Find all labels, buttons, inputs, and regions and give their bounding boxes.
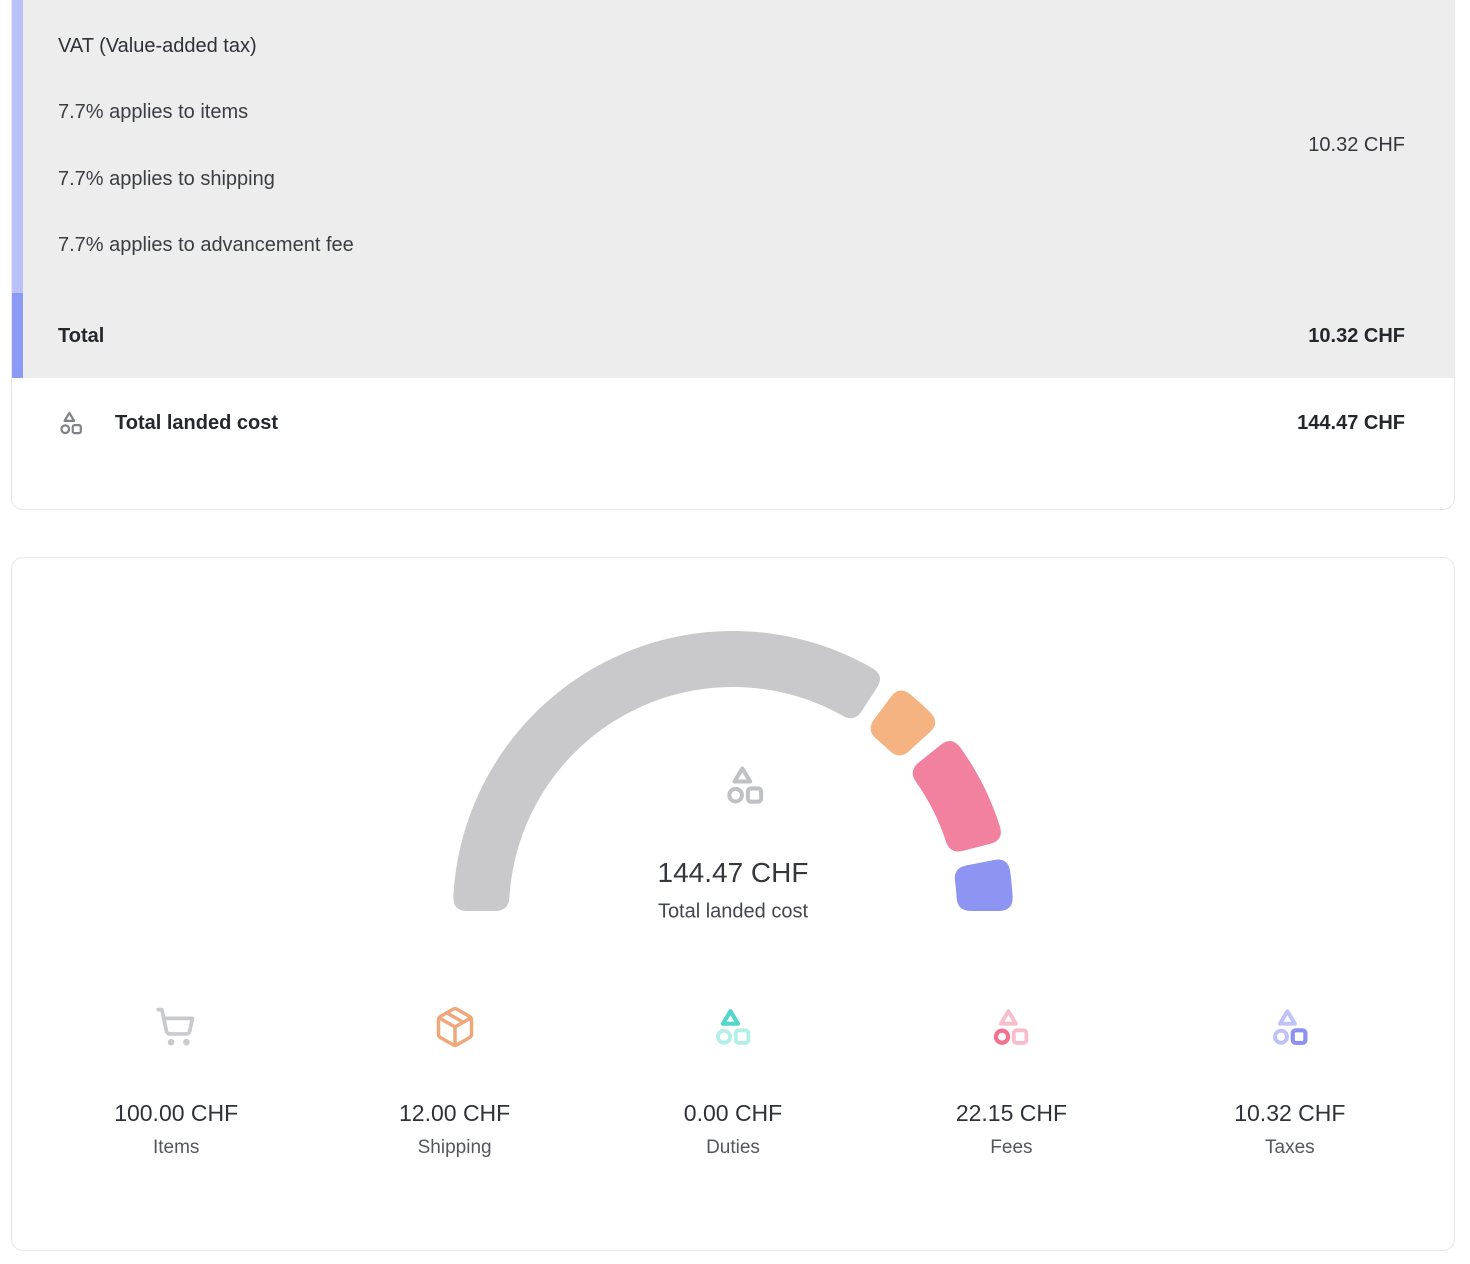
- cost-breakdown-card: VAT (Value-added tax) 7.7% applies to it…: [11, 0, 1455, 510]
- gauge-segment-shipping: [870, 690, 936, 756]
- tax-detail-line: 7.7% applies to advancement fee: [58, 234, 354, 256]
- stat-label: Shipping: [417, 1137, 492, 1158]
- stats-row: 100.00 CHF Items 12.00 CHF Shipping: [12, 1005, 1454, 1160]
- stat-shipping: 12.00 CHF Shipping: [315, 1005, 593, 1160]
- stat-label: Fees: [990, 1137, 1033, 1158]
- gauge-center-shapes-icon: [727, 766, 764, 804]
- selected-row-accent-bar: [12, 0, 23, 293]
- stat-value: 22.15 CHF: [955, 1100, 1068, 1126]
- stat-duties: 0.00 CHF Duties: [594, 1005, 872, 1160]
- gauge-center-label: Total landed cost: [657, 900, 809, 923]
- stat-value: 0.00 CHF: [683, 1100, 783, 1126]
- gauge-segment-taxes: [954, 859, 1013, 911]
- shapes-duties-icon: [716, 1009, 751, 1045]
- gauge-segment-fees: [912, 741, 1001, 852]
- landed-cost-chart-card: 144.47 CHF Total landed cost 100.00 CHF …: [11, 557, 1455, 1251]
- tax-section-title: VAT (Value-added tax): [58, 35, 257, 57]
- shapes-fees-icon: [994, 1009, 1029, 1045]
- tax-total-amount: 10.32 CHF: [1308, 325, 1405, 347]
- shapes-taxes-icon: [1272, 1009, 1308, 1046]
- total-landed-cost-amount: 144.47 CHF: [1297, 412, 1405, 434]
- tax-section[interactable]: VAT (Value-added tax) 7.7% applies to it…: [12, 0, 1454, 378]
- gauge-arc-svg: [453, 631, 1013, 911]
- stat-value: 10.32 CHF: [1234, 1100, 1346, 1126]
- stat-items: 100.00 CHF Items: [37, 1005, 315, 1160]
- gauge-segment-items: [453, 631, 881, 911]
- landed-cost-shapes-icon: [60, 411, 82, 435]
- stat-value: 12.00 CHF: [399, 1100, 511, 1126]
- tax-detail-line: 7.7% applies to items: [58, 101, 249, 123]
- stat-value: 100.00 CHF: [114, 1100, 239, 1126]
- stat-fees: 22.15 CHF Fees: [872, 1005, 1150, 1160]
- package-icon: [436, 1006, 473, 1048]
- stat-taxes: 10.32 CHF Taxes: [1151, 1005, 1429, 1160]
- cart-icon: [156, 1007, 195, 1046]
- gauge-center-value: 144.47 CHF: [657, 857, 809, 888]
- stat-label: Duties: [706, 1137, 760, 1158]
- stat-label: Items: [152, 1137, 200, 1158]
- tax-amount: 10.32 CHF: [1308, 134, 1405, 156]
- tax-total-label: Total: [58, 325, 105, 347]
- tax-detail-line: 7.7% applies to shipping: [58, 168, 275, 190]
- selected-total-accent-bar: [12, 293, 23, 378]
- total-landed-cost-label: Total landed cost: [115, 412, 278, 434]
- stat-label: Taxes: [1265, 1137, 1315, 1158]
